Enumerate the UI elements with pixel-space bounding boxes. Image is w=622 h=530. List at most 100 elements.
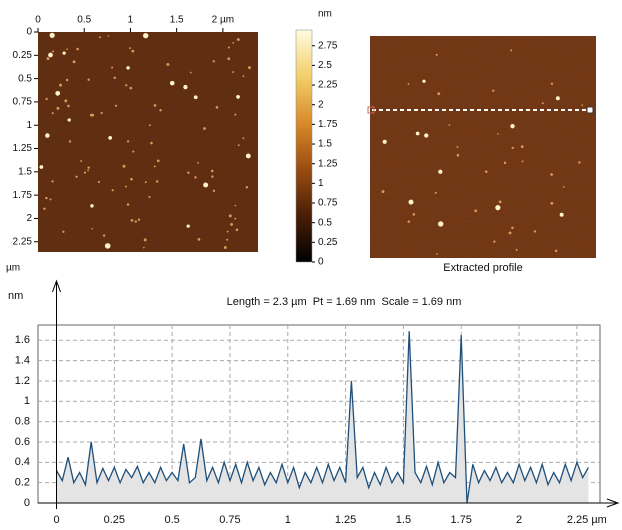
particle	[237, 144, 240, 147]
particle	[45, 97, 48, 101]
particle	[554, 249, 558, 253]
particle	[111, 66, 114, 69]
particle	[236, 95, 240, 99]
particle	[131, 49, 135, 53]
particle	[66, 48, 68, 51]
particle	[48, 52, 53, 58]
x-axis-arrow	[606, 498, 620, 508]
particle	[126, 140, 130, 143]
particle	[166, 63, 170, 66]
particle	[153, 165, 156, 168]
particle	[242, 137, 245, 140]
colorbar-tick-label: 2.5	[318, 60, 332, 71]
particle	[550, 82, 554, 86]
particle	[245, 186, 249, 189]
particle	[226, 230, 229, 233]
particle	[45, 196, 48, 200]
colorbar-tick-label: 0.5	[318, 217, 332, 228]
x-tick-label: 1.25	[335, 514, 356, 526]
particle	[382, 139, 387, 144]
particle	[137, 218, 141, 221]
particle	[52, 50, 55, 53]
particle	[183, 84, 188, 90]
y-tick-label: 0.4	[15, 456, 30, 468]
particle	[87, 166, 90, 169]
x-tick-label: 2.25 µm	[567, 514, 607, 526]
particle	[91, 227, 94, 230]
particle	[76, 47, 79, 51]
particle	[498, 200, 502, 204]
particle	[234, 113, 237, 116]
particle	[104, 243, 111, 249]
particle	[415, 131, 420, 136]
y-tick-label: 1.75	[13, 190, 33, 201]
colorbar-tick-label: 0.75	[318, 198, 338, 209]
particle	[562, 185, 565, 188]
image-texture	[38, 32, 258, 252]
particle	[153, 104, 157, 107]
profile-handle	[367, 106, 375, 114]
particle	[193, 95, 198, 100]
particle	[144, 181, 147, 184]
particle	[408, 199, 414, 205]
particle	[235, 228, 239, 232]
particle	[212, 60, 215, 63]
particle	[245, 153, 251, 159]
particle	[495, 205, 501, 211]
particle	[83, 171, 87, 174]
x-tick-label: 0.5	[164, 514, 179, 526]
particle	[98, 36, 101, 39]
particle	[436, 253, 438, 255]
image-caption: Extracted profile	[443, 262, 522, 274]
particle	[75, 175, 78, 178]
particle	[511, 226, 514, 230]
particle	[422, 79, 426, 83]
particle	[65, 78, 69, 82]
particle	[129, 86, 133, 90]
y-tick-label: 1.5	[18, 166, 32, 177]
particle	[186, 224, 190, 228]
particle	[43, 207, 46, 210]
x-tick-label: 2 µm	[212, 15, 234, 26]
particle	[108, 136, 113, 140]
particle	[102, 234, 106, 237]
y-tick-label: 0.2	[15, 477, 30, 489]
particle	[412, 213, 416, 216]
particle	[520, 145, 524, 149]
colorbar-tick-label: 1.5	[318, 139, 332, 150]
colorbar-tick-label: 0.25	[318, 237, 338, 248]
particle	[62, 230, 65, 233]
afm-image	[367, 36, 596, 258]
x-tick-label: 0.25	[104, 514, 125, 526]
particle	[122, 164, 126, 168]
area	[56, 331, 589, 503]
particle	[438, 221, 444, 227]
particle	[124, 185, 127, 188]
colorbar-tick-label: 1.75	[318, 119, 338, 130]
particle	[203, 127, 206, 130]
particle	[226, 238, 229, 241]
particle	[215, 106, 219, 109]
particle	[503, 161, 507, 165]
particle	[227, 57, 231, 61]
x-tick-label: 0	[53, 514, 59, 526]
particle	[407, 220, 411, 223]
particle	[130, 177, 133, 181]
particle	[125, 84, 128, 87]
particle	[515, 248, 518, 251]
particle	[51, 112, 54, 115]
x-tick-label: 0.5	[77, 15, 91, 26]
y-tick-label: 1.25	[13, 143, 33, 154]
colorbar-tick-label: 1.25	[318, 158, 338, 169]
y-tick-label: 0	[26, 27, 32, 38]
colorbar-title: nm	[318, 9, 332, 20]
profile-handle	[586, 106, 594, 114]
particle	[212, 189, 216, 192]
particle	[39, 165, 44, 169]
image-texture	[370, 36, 596, 258]
particle	[114, 104, 118, 107]
particle	[533, 230, 537, 233]
particle	[87, 78, 90, 81]
particle	[159, 108, 162, 112]
particle	[434, 191, 437, 194]
